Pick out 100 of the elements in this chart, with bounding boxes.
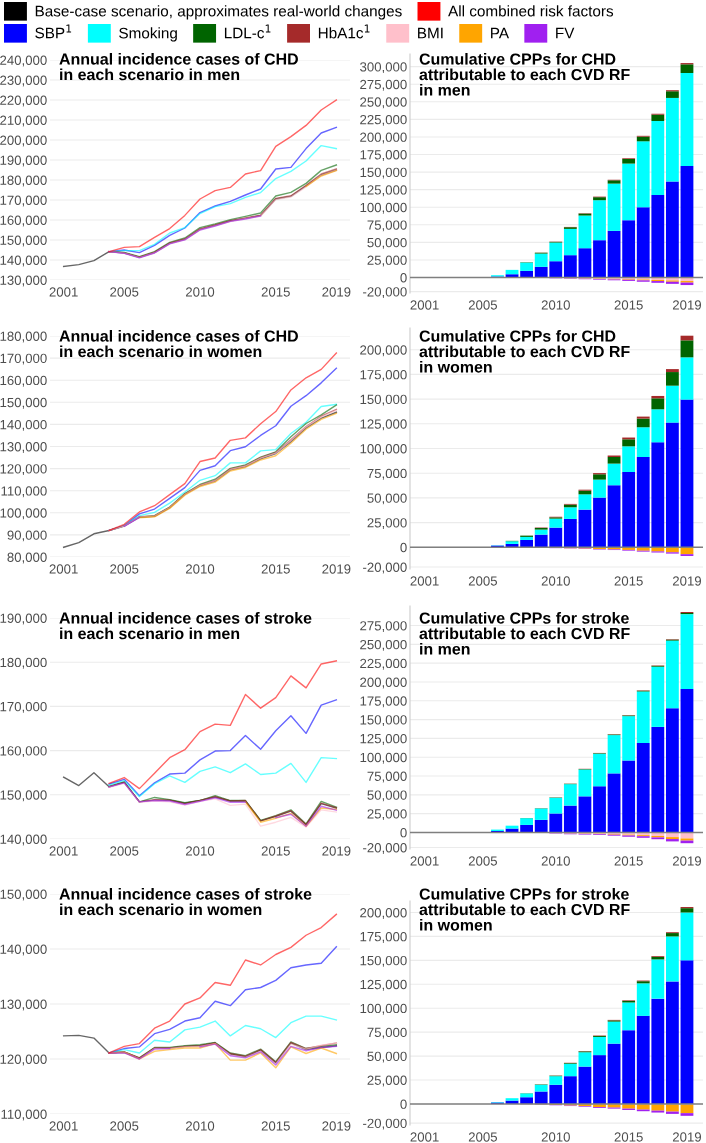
y-tick-label: 150,000 (360, 955, 407, 967)
y-tick-label: 25,000 (367, 809, 407, 821)
y-tick-label: 200,000 (360, 345, 407, 357)
y-tick-label: 150,000 (0, 889, 47, 901)
chart-title: Annual incidence cases of stroke in each scenario in women (59, 888, 312, 916)
y-tick-label: 150,000 (360, 394, 407, 406)
x-tick-label: 2015 (261, 1121, 290, 1131)
x-tick-label: 2010 (541, 856, 570, 866)
x-tick-label: 2019 (672, 1132, 702, 1142)
y-tick-label: 110,000 (1, 1109, 47, 1121)
x-tick-label: 2001 (410, 1132, 439, 1142)
x-tick-label: 2019 (322, 564, 351, 574)
legend-label: HbA1c$^{1}$ (318, 24, 370, 39)
y-tick-label: 200,000 (0, 135, 47, 147)
x-tick-label: 2010 (541, 576, 570, 586)
legend-label: Base-case scenario, approximates real-world changes (35, 5, 402, 20)
y-tick-label: 275,000 (360, 79, 407, 91)
y-tick-label: 75,000 (367, 468, 407, 480)
y-tick-label: 75,000 (367, 220, 407, 232)
x-tick-label: 2010 (185, 564, 215, 574)
y-tick-label: 140,000 (0, 944, 47, 956)
legend-label: PA (491, 27, 510, 39)
x-tick-label: 2005 (110, 287, 139, 297)
y-tick-label: 175,000 (360, 369, 407, 381)
y-tick-label: 300,000 (360, 62, 407, 74)
x-tick-label: 2010 (541, 1132, 570, 1142)
y-tick-label: 190,000 (0, 155, 47, 167)
x-tick-label: 2010 (541, 300, 570, 310)
legend-label: SBP$^{1}$ (35, 24, 72, 39)
y-tick-label: 130,000 (0, 275, 47, 287)
y-tick-label: 25,000 (367, 1075, 407, 1087)
x-tick-label: 2005 (110, 564, 139, 574)
y-tick-label: 120,000 (0, 1054, 47, 1066)
y-tick-label: 130,000 (0, 999, 47, 1011)
y-tick-label: 100,000 (360, 752, 407, 764)
y-tick-label: 125,000 (360, 733, 407, 745)
text: Cumulative CPPs for stroke attributable to each CVD RF in men (419, 612, 630, 655)
y-tick-label: -20,000 (363, 843, 407, 854)
x-tick-label: 2015 (261, 564, 290, 574)
y-tick-label: 160,000 (0, 375, 47, 387)
y-tick-label: 25,000 (367, 518, 407, 530)
y-tick-label: 80,000 (7, 552, 47, 564)
y-tick-label: 75,000 (367, 1027, 407, 1039)
y-tick-label: 140,000 (0, 419, 47, 431)
y-tick-label: 140,000 (0, 255, 47, 267)
y-tick-label: 200,000 (360, 132, 407, 144)
y-tick-label: 125,000 (360, 979, 407, 991)
y-tick-label: 175,000 (360, 150, 407, 161)
chart-title: Annual incidence cases of CHD in each scenario in women (59, 330, 298, 358)
y-tick-label: 200,000 (360, 908, 407, 919)
y-tick-label: 170,000 (0, 353, 47, 365)
y-tick-label: 110,000 (1, 486, 47, 498)
chart-title: Annual incidence cases of CHD in each scenario in men (59, 53, 298, 81)
text: Cumulative CPPs for CHD attributable to each CVD RF in men (419, 53, 630, 96)
y-tick-label: -20,000 (363, 562, 407, 574)
y-tick-label: 210,000 (0, 115, 47, 127)
y-tick-label: 0 (400, 273, 407, 283)
legend-label: BMI (418, 27, 443, 39)
text: Cumulative CPPs for CHD attributable to each CVD RF in women (419, 330, 630, 373)
y-tick-label: 0 (400, 828, 407, 838)
y-tick-label: 220,000 (0, 95, 47, 107)
y-tick-label: 100,000 (360, 1003, 407, 1015)
y-tick-label: 240,000 (0, 55, 47, 67)
x-tick-label: 2019 (322, 846, 351, 856)
y-tick-label: 160,000 (0, 746, 47, 758)
y-tick-label: 250,000 (360, 639, 407, 651)
y-tick-label: 170,000 (0, 701, 47, 713)
y-tick-label: 230,000 (0, 75, 47, 87)
x-tick-label: 2005 (468, 300, 498, 310)
x-tick-label: 2015 (261, 287, 290, 297)
y-tick-label: 175,000 (360, 931, 407, 943)
x-tick-label: 2001 (49, 287, 78, 297)
y-tick-label: 0 (400, 1099, 407, 1109)
y-tick-label: 150,000 (360, 715, 407, 727)
x-tick-label: 2010 (185, 1121, 215, 1131)
x-tick-label: 2001 (49, 1121, 78, 1131)
legend-label: FV (556, 27, 575, 39)
x-tick-label: 2015 (614, 300, 643, 310)
legend-label: LDL-c$^{1}$ (224, 24, 271, 39)
x-tick-label: 2010 (185, 287, 215, 297)
x-tick-label: 2015 (614, 856, 643, 866)
y-tick-label: 130,000 (0, 442, 47, 453)
y-tick-label: 190,000 (0, 613, 47, 625)
x-tick-label: 2005 (110, 1121, 139, 1131)
x-tick-label: 2001 (410, 856, 439, 866)
y-tick-label: 180,000 (0, 331, 47, 343)
x-tick-label: 2019 (672, 300, 702, 310)
y-tick-label: 0 (400, 542, 407, 553)
y-tick-label: 250,000 (360, 97, 407, 109)
x-tick-label: 2001 (49, 564, 78, 574)
x-tick-label: 2001 (49, 846, 78, 856)
legend-label: All combined risk factors (448, 5, 614, 17)
y-tick-label: 180,000 (0, 657, 47, 669)
y-tick-label: 150,000 (0, 397, 47, 409)
y-tick-label: 200,000 (360, 677, 407, 689)
x-tick-label: 2001 (410, 300, 439, 310)
y-tick-label: 150,000 (360, 167, 407, 179)
y-tick-label: 225,000 (360, 658, 407, 670)
y-tick-label: -20,000 (363, 1118, 407, 1130)
x-tick-label: 2015 (261, 846, 290, 856)
